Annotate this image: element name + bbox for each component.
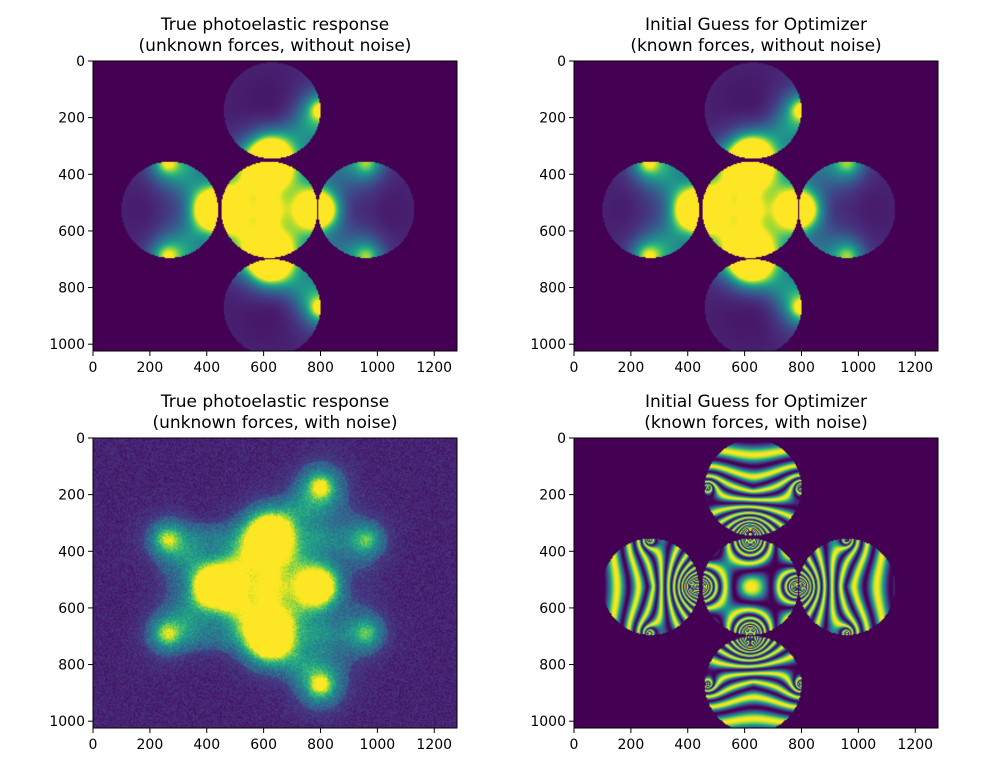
x-tick-label: 600 [250,737,277,753]
x-tick-label: 400 [193,360,220,376]
y-tick-label: 200 [58,488,85,504]
x-tick-label: 1200 [897,360,933,376]
subplot-title-line-1: Initial Guess for Optimizer [645,392,867,412]
subplot-title-line-2: (known forces, with noise) [644,413,868,433]
subplot-4: Initial Guess for Optimizer(known forces… [530,392,939,753]
y-tick-label: 0 [557,54,566,70]
y-tick-label: 400 [539,544,566,560]
subplot-title-line-1: Initial Guess for Optimizer [645,15,867,35]
y-tick-label: 800 [58,281,85,297]
heatmap-image [93,61,457,351]
x-tick-label: 1000 [360,737,396,753]
x-tick-label: 200 [618,737,645,753]
heatmap-image [574,61,938,351]
y-tick-label: 1000 [49,714,85,730]
y-tick-label: 0 [76,431,85,447]
axes-frame [573,60,939,352]
x-tick-label: 0 [570,360,579,376]
y-tick-label: 600 [58,601,85,617]
x-tick-label: 1200 [416,360,452,376]
x-tick-label: 200 [618,360,645,376]
subplot-title-line-2: (unknown forces, with noise) [152,413,397,433]
subplot-2: Initial Guess for Optimizer(known forces… [530,15,939,376]
subplot-title-line-1: True photoelastic response [160,15,389,35]
y-tick-label: 800 [539,658,566,674]
x-tick-label: 200 [137,737,164,753]
y-tick-label: 1000 [49,337,85,353]
x-tick-label: 1000 [841,360,877,376]
y-tick-label: 0 [557,431,566,447]
x-tick-label: 1000 [841,737,877,753]
y-tick-label: 800 [58,658,85,674]
subplot-3: True photoelastic response(unknown force… [49,392,458,753]
y-tick-label: 1000 [530,337,566,353]
y-tick-label: 600 [539,224,566,240]
y-tick-label: 800 [539,281,566,297]
heatmap-image [93,438,457,728]
x-tick-label: 400 [674,360,701,376]
x-tick-label: 600 [250,360,277,376]
y-tick-label: 400 [539,167,566,183]
x-tick-label: 800 [788,737,815,753]
subplot-title-line-1: True photoelastic response [160,392,389,412]
x-tick-label: 200 [137,360,164,376]
x-tick-label: 0 [89,737,98,753]
x-tick-label: 1200 [897,737,933,753]
x-tick-label: 0 [89,360,98,376]
y-tick-label: 0 [76,54,85,70]
x-tick-label: 600 [731,737,758,753]
y-tick-label: 400 [58,167,85,183]
x-tick-label: 400 [674,737,701,753]
y-tick-label: 200 [539,111,566,127]
y-tick-label: 200 [539,488,566,504]
axes-frame [92,60,458,352]
x-tick-label: 800 [307,737,334,753]
x-tick-label: 1000 [360,360,396,376]
x-tick-label: 1200 [416,737,452,753]
x-tick-label: 600 [731,360,758,376]
y-tick-label: 200 [58,111,85,127]
axes-frame [573,437,939,729]
subplot-title-line-2: (known forces, without noise) [630,36,881,56]
x-tick-label: 0 [570,737,579,753]
subplot-title-line-2: (unknown forces, without noise) [139,36,412,56]
x-tick-label: 400 [193,737,220,753]
heatmap-image [574,438,938,728]
y-tick-label: 1000 [530,714,566,730]
x-tick-label: 800 [788,360,815,376]
axes-frame [92,437,458,729]
y-tick-label: 600 [539,601,566,617]
x-tick-label: 800 [307,360,334,376]
subplot-1: True photoelastic response(unknown force… [49,15,458,376]
y-tick-label: 400 [58,544,85,560]
y-tick-label: 600 [58,224,85,240]
